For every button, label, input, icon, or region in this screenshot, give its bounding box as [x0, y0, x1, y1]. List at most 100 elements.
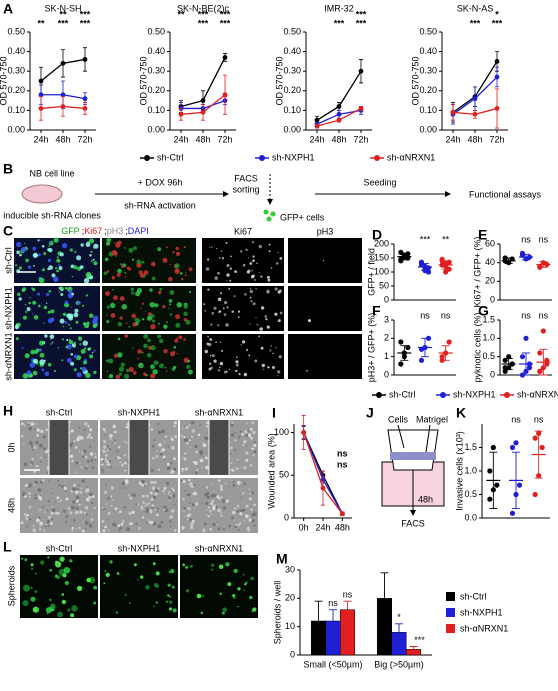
- column-header: sh-Ctrl: [46, 543, 73, 553]
- texture: [30, 445, 34, 448]
- texture: [204, 493, 208, 497]
- texture: [165, 481, 170, 486]
- texture: [89, 254, 92, 257]
- texture: [249, 296, 252, 299]
- texture: [164, 458, 166, 461]
- texture: [42, 435, 46, 439]
- texture: [169, 472, 172, 474]
- texture: [39, 352, 45, 358]
- texture: [150, 345, 156, 351]
- texture: [25, 517, 28, 520]
- texture: [155, 571, 160, 576]
- texture: [44, 334, 48, 338]
- texture: [128, 366, 134, 373]
- texture: [85, 488, 90, 492]
- texture: [189, 290, 192, 294]
- texture: [220, 511, 222, 514]
- texture: [104, 430, 107, 433]
- texture: [51, 492, 54, 495]
- texture: [118, 372, 122, 376]
- bar: [340, 609, 356, 656]
- texture: [113, 430, 117, 434]
- texture: [58, 264, 61, 267]
- texture: [20, 521, 24, 525]
- texture: [161, 429, 165, 434]
- texture: [71, 292, 75, 296]
- texture: [165, 321, 169, 324]
- texture: [105, 463, 108, 466]
- texture: [77, 301, 81, 305]
- texture: [76, 585, 83, 592]
- texture: [93, 522, 95, 524]
- texture: [249, 289, 253, 294]
- texture: [222, 506, 227, 510]
- column-header: sh-NXPH1: [118, 407, 161, 417]
- texture: [222, 528, 225, 531]
- texture: [103, 582, 106, 585]
- texture: [25, 310, 28, 313]
- texture: [69, 248, 73, 252]
- texture: [36, 434, 39, 437]
- texture: [253, 441, 257, 444]
- point: [82, 57, 88, 62]
- texture: [61, 599, 67, 605]
- texture: [60, 293, 64, 296]
- texture: [20, 434, 24, 438]
- texture: [32, 528, 36, 533]
- texture: [244, 430, 248, 434]
- texture: [36, 428, 40, 432]
- texture: [67, 507, 71, 510]
- texture: [28, 301, 31, 305]
- texture: [115, 611, 119, 614]
- label: GFP+ cells: [280, 212, 325, 222]
- point: [60, 92, 66, 98]
- texture: [132, 258, 135, 261]
- texture: [210, 502, 214, 506]
- texture: [86, 465, 88, 467]
- separator: ;: [104, 226, 107, 236]
- texture: [233, 507, 237, 510]
- texture: [33, 315, 39, 320]
- texture: [106, 320, 110, 324]
- texture: [31, 458, 34, 461]
- annotation: ***: [80, 9, 91, 19]
- texture: [219, 484, 223, 489]
- point: [523, 335, 529, 341]
- texture: [26, 370, 32, 376]
- x-tick-label: Big (>50µm): [374, 659, 423, 669]
- texture: [211, 354, 215, 358]
- point: [439, 354, 445, 360]
- texture: [22, 315, 27, 320]
- texture: [186, 364, 191, 369]
- texture: [170, 436, 173, 438]
- panel-label: K: [456, 405, 466, 421]
- texture: [248, 518, 252, 522]
- texture: [252, 241, 254, 244]
- texture: [211, 563, 215, 567]
- texture: [39, 359, 45, 365]
- texture: [254, 510, 256, 512]
- y-axis-label: OD 570-750: [274, 56, 284, 105]
- texture: [78, 426, 81, 429]
- bar: [310, 620, 326, 656]
- texture: [54, 501, 57, 503]
- micrograph: [288, 334, 362, 379]
- texture: [206, 342, 210, 346]
- texture: [183, 311, 188, 316]
- texture: [145, 509, 149, 513]
- texture: [266, 290, 270, 294]
- texture: [49, 334, 55, 339]
- texture: [204, 436, 209, 441]
- row-label: sh-αNRXN1: [3, 332, 13, 380]
- texture: [239, 509, 242, 512]
- y-tick-label: 0.50: [283, 26, 301, 36]
- texture: [51, 273, 56, 278]
- texture: [244, 583, 247, 586]
- texture: [90, 518, 94, 521]
- texture: [143, 343, 148, 349]
- texture: [173, 365, 177, 370]
- texture: [32, 300, 37, 305]
- texture: [22, 287, 27, 292]
- texture: [201, 502, 203, 505]
- texture: [43, 322, 45, 324]
